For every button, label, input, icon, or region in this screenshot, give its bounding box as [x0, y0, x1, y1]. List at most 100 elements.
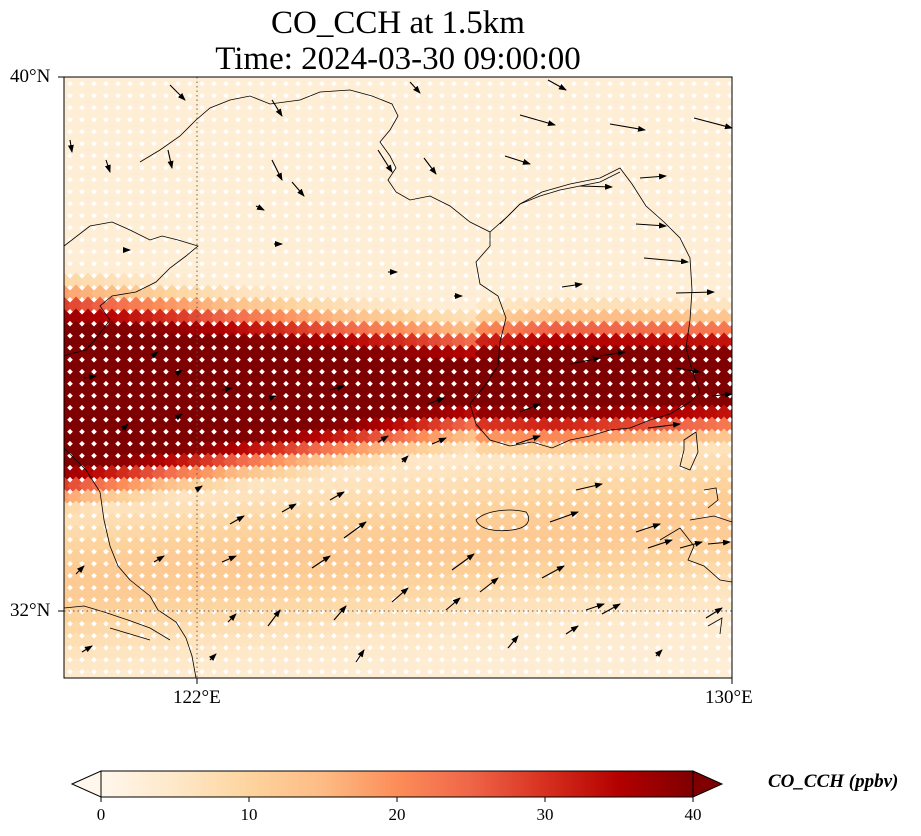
- field-cell: [258, 644, 278, 663]
- field-cell: [486, 212, 506, 231]
- field-cell: [138, 92, 158, 111]
- wind-arrow: [409, 81, 421, 94]
- field-cell: [678, 224, 698, 243]
- field-cell: [426, 140, 446, 159]
- field-cell: [654, 464, 674, 483]
- field-cell: [330, 77, 350, 87]
- wind-arrow: [507, 635, 519, 649]
- field-cell: [102, 77, 122, 87]
- field-cell: [606, 476, 626, 495]
- field-cell: [726, 668, 732, 678]
- field-cell: [582, 572, 602, 591]
- field-cell: [498, 164, 518, 183]
- field-cell: [186, 368, 206, 387]
- field-cell: [678, 272, 698, 291]
- field-cell: [678, 524, 698, 543]
- field-cell: [570, 584, 590, 603]
- field-cell: [486, 320, 506, 339]
- field-cell: [498, 608, 518, 627]
- field-cell: [630, 272, 650, 291]
- field-cell: [546, 596, 566, 615]
- field-cell: [126, 548, 146, 567]
- field-cell: [702, 212, 722, 231]
- field-cell: [546, 536, 566, 555]
- field-cell: [690, 572, 710, 591]
- field-cell: [402, 440, 422, 459]
- field-cell: [654, 572, 674, 591]
- field-cell: [354, 464, 374, 483]
- field-cell: [354, 500, 374, 519]
- field-cell: [546, 416, 566, 435]
- field-cell: [294, 488, 314, 507]
- field-cell: [630, 404, 650, 423]
- field-cell: [510, 608, 530, 627]
- field-cell: [294, 308, 314, 327]
- field-cell: [474, 368, 494, 387]
- field-cell: [414, 80, 434, 99]
- field-cell: [126, 584, 146, 603]
- field-cell: [486, 92, 506, 111]
- field-cell: [378, 476, 398, 495]
- field-cell: [138, 356, 158, 375]
- field-cell: [486, 140, 506, 159]
- field-cell: [318, 536, 338, 555]
- field-cell: [486, 524, 506, 543]
- field-cell: [486, 344, 506, 363]
- field-cell: [582, 584, 602, 603]
- field-cell: [474, 260, 494, 279]
- field-cell: [354, 92, 374, 111]
- field-cell: [594, 584, 614, 603]
- field-cell: [462, 116, 482, 135]
- field-cell: [726, 77, 732, 87]
- field-cell: [186, 644, 206, 663]
- field-cell: [666, 164, 686, 183]
- field-cell: [186, 620, 206, 639]
- field-cell: [558, 584, 578, 603]
- field-cell: [282, 572, 302, 591]
- field-cell: [198, 272, 218, 291]
- field-cell: [198, 512, 218, 531]
- field-cell: [378, 272, 398, 291]
- field-cell: [91, 681, 109, 699]
- field-cell: [114, 152, 134, 171]
- field-cell: [438, 77, 458, 87]
- field-cell: [150, 80, 170, 99]
- field-cell: [474, 344, 494, 363]
- field-cell: [414, 536, 434, 555]
- field-cell: [330, 116, 350, 135]
- field-cell: [714, 284, 732, 303]
- field-cell: [126, 596, 146, 615]
- field-cell: [522, 632, 542, 651]
- field-cell: [582, 644, 602, 663]
- field-cell: [390, 77, 410, 87]
- field-cell: [342, 248, 362, 267]
- field-cell: [126, 404, 146, 423]
- field-cell: [366, 308, 386, 327]
- field-cell: [714, 416, 732, 435]
- field-cell: [150, 356, 170, 375]
- field-cell: [366, 80, 386, 99]
- field-cell: [678, 116, 698, 135]
- field-cell: [306, 236, 326, 255]
- field-cell: [150, 188, 170, 207]
- field-cell: [618, 392, 638, 411]
- field-cell: [666, 356, 686, 375]
- field-cell: [198, 176, 218, 195]
- field-cell: [366, 92, 386, 111]
- field-cell: [234, 296, 254, 315]
- field-cell: [498, 80, 518, 99]
- coastline-japan: [659, 487, 732, 635]
- field-cell: [354, 164, 374, 183]
- field-cell: [690, 296, 710, 315]
- field-cell: [246, 536, 266, 555]
- field-cell: [138, 128, 158, 147]
- colorbar-label: CO_CCH (ppbv): [768, 771, 899, 792]
- field-cell: [726, 476, 732, 495]
- field-cell: [102, 104, 122, 123]
- field-cell: [282, 560, 302, 579]
- field-cell: [426, 656, 446, 675]
- field-cell: [534, 140, 554, 159]
- field-cell: [234, 656, 254, 675]
- field-cell: [186, 572, 206, 591]
- field-cell: [582, 272, 602, 291]
